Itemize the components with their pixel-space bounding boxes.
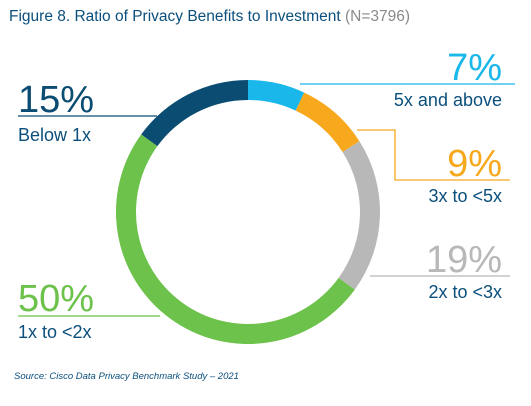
slice-category-label-3: 1x to <2x	[18, 322, 92, 342]
chart-title: Figure 8. Ratio of Privacy Benefits to I…	[9, 8, 410, 26]
slice-category-label-4: Below 1x	[18, 125, 91, 145]
callout-line-1	[357, 129, 510, 181]
donut-slice-3	[116, 134, 355, 344]
donut-slice-4	[141, 80, 248, 147]
chart-sample-size: (N=3796)	[345, 8, 411, 25]
chart-title-text: Figure 8. Ratio of Privacy Benefits to I…	[9, 8, 341, 25]
slice-category-label-0: 5x and above	[394, 90, 502, 110]
chart-source: Source: Cisco Data Privacy Benchmark Stu…	[14, 371, 239, 382]
slice-percent-label-3: 50%	[18, 278, 94, 320]
slice-percent-label-2: 19%	[426, 239, 502, 281]
donut-slice-1	[295, 92, 360, 152]
donut-slice-0	[248, 80, 305, 111]
donut-slice-2	[338, 141, 381, 290]
slice-percent-label-1: 9%	[447, 143, 502, 185]
slice-category-label-2: 2x to <3x	[428, 282, 502, 302]
slice-category-label-1: 3x to <5x	[428, 186, 502, 206]
slice-percent-label-4: 15%	[18, 79, 94, 121]
slice-percent-label-0: 7%	[447, 47, 502, 89]
